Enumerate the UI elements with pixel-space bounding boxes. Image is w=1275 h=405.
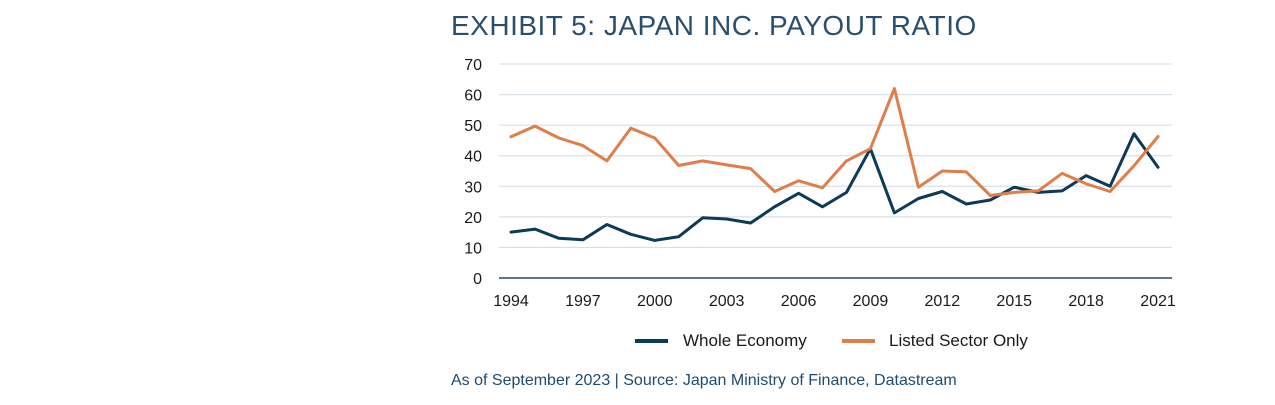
- x-tick-label: 2009: [853, 293, 889, 310]
- series-lines: [509, 87, 1160, 242]
- x-tick-label: 2006: [781, 293, 817, 310]
- y-tick-label: 40: [464, 149, 482, 166]
- y-tick-label: 0: [473, 271, 482, 288]
- x-tick-label: 1997: [565, 293, 601, 310]
- y-tick-label: 70: [464, 57, 482, 74]
- y-tick-label: 20: [464, 210, 482, 227]
- x-tick-labels: 1994 1997 2000 2003 2006 2009 2012 2015 2018 2021: [493, 293, 1176, 310]
- legend-label-whole-economy: Whole Economy: [683, 331, 807, 350]
- chart-title: EXHIBIT 5: JAPAN INC. PAYOUT RATIO: [451, 10, 977, 41]
- x-tick-label: 2000: [637, 293, 673, 310]
- y-tick-label: 60: [464, 88, 482, 105]
- y-tick-label: 50: [464, 118, 482, 135]
- x-tick-label: 2003: [709, 293, 745, 310]
- x-tick-label: 2012: [925, 293, 961, 310]
- source-note: As of September 2023 | Source: Japan Min…: [451, 372, 957, 389]
- series-line-listed-sector-only: [509, 87, 1160, 197]
- y-tick-label: 30: [464, 179, 482, 196]
- x-tick-label: 2015: [996, 293, 1032, 310]
- y-tick-labels: 0 10 20 30 40 50 60 70: [464, 57, 482, 288]
- legend-label-listed-sector: Listed Sector Only: [889, 331, 1028, 350]
- x-tick-label: 1994: [493, 293, 529, 310]
- x-tick-label: 2021: [1140, 293, 1176, 310]
- legend: Whole Economy Listed Sector Only: [635, 331, 1028, 350]
- y-tick-label: 10: [464, 240, 482, 257]
- x-tick-label: 2018: [1068, 293, 1104, 310]
- series-line-whole-economy: [509, 132, 1160, 242]
